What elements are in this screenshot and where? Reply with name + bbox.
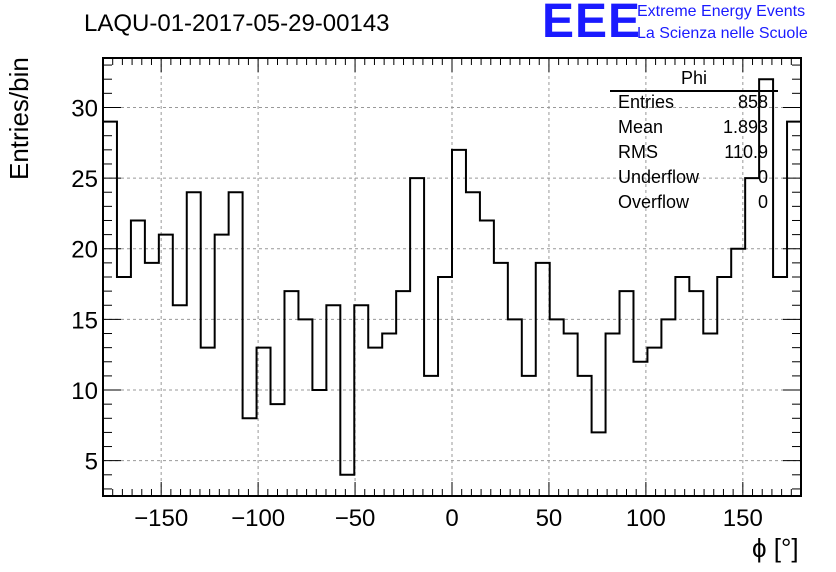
histogram-bin [438,277,452,496]
stats-row-underflow: Underflow 0 [610,167,778,192]
histogram-bin [494,263,508,496]
histogram-bin [675,277,689,496]
stats-value: 110.9 [724,142,768,162]
stats-row-entries: Entries 858 [610,92,778,117]
histogram-bin [298,319,312,496]
histogram-bin [452,150,466,496]
histogram-bin [382,334,396,496]
histogram-bin [508,319,522,496]
histogram-bin [117,277,131,496]
x-tick-label: 0 [445,505,458,532]
histogram-bin [201,348,215,496]
histogram-bin [159,235,173,496]
histogram-bin [745,178,759,496]
stats-box: Phi Entries 858 Mean 1.893 RMS 110.9 Underf… [610,68,778,217]
y-tick-label: 5 [85,449,98,476]
histogram-bin [578,376,592,496]
x-tick-label: 50 [536,505,563,532]
x-tick-label: 150 [723,505,763,532]
histogram-bin [145,263,159,496]
histogram-bin [173,305,187,496]
y-tick-label: 25 [71,166,98,193]
histogram-bin [312,390,326,496]
histogram-bin [215,235,229,496]
histogram-bin [284,291,298,496]
histogram-bin [424,376,438,496]
histogram-bin [689,291,703,496]
histogram-bin [647,348,661,496]
histogram-bin [410,178,424,496]
histogram-bin [703,334,717,496]
histogram-bin [187,192,201,496]
tick-labels: −150 −100 −50 0 50 100 150 5 10 15 20 25 30 [71,95,763,532]
stats-label: Underflow [618,167,700,187]
histogram-bins [103,78,801,496]
stats-label: Overflow [618,192,690,212]
histogram-bin [229,192,243,496]
y-tick-label: 10 [71,378,98,405]
stats-header: Phi [610,68,778,92]
logo-line-2: La Scienza nelle Scuole [637,25,808,42]
stats-label: Mean [618,117,664,137]
eee-logo: EEE [542,0,642,48]
histogram-bin [522,376,536,496]
histogram-bin [271,404,285,496]
x-tick-label: −150 [134,505,188,532]
histogram-bin [633,362,647,496]
histogram-bin [466,192,480,496]
stats-row-mean: Mean 1.893 [610,117,778,142]
histogram-bin [243,418,257,496]
x-tick-label: 100 [626,505,666,532]
y-tick-label: 15 [71,307,98,334]
histogram-bin [661,319,675,496]
chart-title: LAQU-01-2017-05-29-00143 [84,10,390,37]
histogram-bin [592,432,606,496]
stats-row-overflow: Overflow 0 [610,192,778,217]
histogram-bin [131,220,145,496]
histogram-bin [536,263,550,496]
x-tick-label: −100 [231,505,285,532]
stats-value: 0 [757,167,768,187]
y-axis-label: Entries/bin [4,57,34,180]
y-tick-label: 30 [71,95,98,122]
stats-row-rms: RMS 110.9 [610,142,778,167]
logo-line-1: Extreme Energy Events [637,3,806,20]
histogram-bin [564,334,578,496]
histogram-bin [396,291,410,496]
stats-value: 1.893 [722,117,768,137]
histogram-bin [550,319,564,496]
x-tick-label: −50 [335,505,376,532]
histogram-bin [731,249,745,496]
histogram-bin [340,475,354,496]
histogram-bin [354,305,368,496]
stats-label: RMS [618,142,658,162]
y-tick-label: 20 [71,237,98,264]
histogram-bin [480,220,494,496]
x-axis-label: ϕ [°] [752,533,799,563]
stats-label: Entries [618,92,675,112]
histogram-outline [103,78,801,476]
histogram-bin [257,348,271,496]
histogram-bin [606,334,620,496]
histogram-bin [717,277,731,496]
histogram-bin [620,291,634,496]
stats-value: 858 [737,92,768,112]
histogram-bin [773,277,787,496]
axis-ticks [103,58,801,496]
stats-value: 0 [757,192,768,212]
histogram-bin [368,348,382,496]
histogram-bin [326,305,340,496]
